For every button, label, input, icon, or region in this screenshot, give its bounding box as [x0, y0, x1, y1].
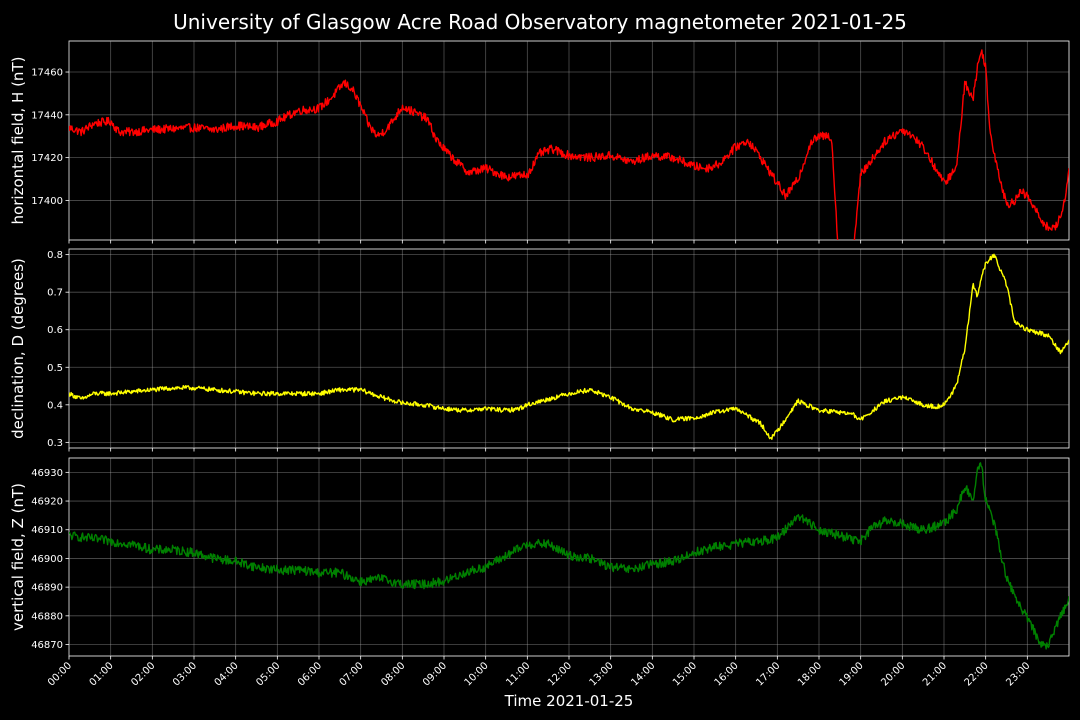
y-tick-label: 17420 [31, 153, 63, 164]
y-tick-label: 17440 [31, 110, 63, 121]
y-axis-label: horizontal field, H (nT) [9, 57, 27, 225]
y-tick-label: 46930 [31, 468, 63, 479]
y-tick-label: 46880 [31, 611, 63, 622]
y-tick-label: 17460 [31, 68, 63, 79]
panel-d: 0.3 0.4 0.5 0.6 0.7 0.8 declination, D (degree… [9, 248, 1070, 452]
y-tick-label: 46900 [31, 554, 63, 565]
y-tick-label: 0.4 [47, 400, 63, 411]
y-tick-label: 46920 [31, 497, 63, 508]
x-axis-label: Time 2021-01-25 [504, 692, 634, 710]
series-line-d [69, 253, 1069, 440]
y-tick-label: 0.6 [47, 325, 63, 336]
panel-h: 17400 17420 17440 17460 horizontal field, H … [9, 40, 1070, 244]
panel-frame [68, 40, 1070, 241]
y-tick-label: 0.3 [47, 438, 63, 449]
chart-title: University of Glasgow Acre Road Observat… [173, 10, 907, 34]
series-line-z [69, 462, 1069, 650]
y-axis-label: vertical field, Z (nT) [9, 483, 27, 631]
panel-z: 46870 46880 46890 46900 46910 46920 46930 verti… [9, 457, 1070, 660]
y-tick-label: 0.7 [47, 288, 63, 299]
y-tick-label: 0.5 [47, 363, 63, 374]
y-axis-label: declination, D (degrees) [9, 258, 27, 439]
panels: 17400 17420 17440 17460 horizontal field, H … [9, 40, 1070, 660]
y-tick-label: 46870 [31, 640, 63, 651]
y-tick-label: 46890 [31, 583, 63, 594]
y-tick-label: 17400 [31, 196, 63, 207]
series-line-h [69, 49, 1069, 240]
y-tick-label: 0.8 [47, 250, 63, 261]
y-tick-label: 46910 [31, 525, 63, 536]
panel-frame [68, 248, 1070, 449]
